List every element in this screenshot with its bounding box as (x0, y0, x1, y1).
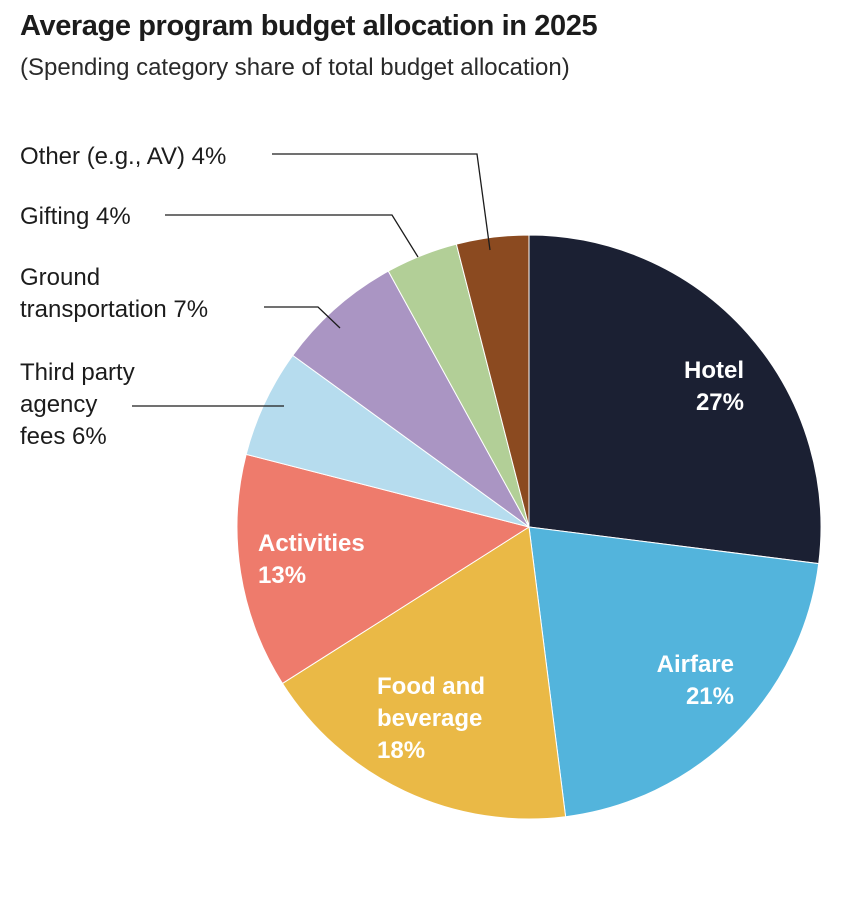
pie-slice-other (455, 234, 530, 528)
leader-line-other (272, 153, 491, 251)
slice-label-hotel: Hotel 27% (684, 357, 744, 416)
slice-label-third-party-agency-fees: Third party agency fees 6% (20, 359, 135, 450)
slice-label-activities: Activities 13% (258, 530, 365, 589)
pie-slice-activities (236, 453, 531, 685)
chart-title: Average program budget allocation in 202… (20, 10, 598, 42)
slice-label-ground-transportation: Ground transportation 7% (20, 264, 208, 323)
leader-line-ground-transportation (264, 306, 341, 329)
slice-label-airfare: Airfare 21% (657, 651, 734, 710)
leader-line-gifting (165, 214, 419, 258)
pie-slice-ground-transportation (292, 270, 530, 528)
slice-label-other: Other (e.g., AV) 4% (20, 143, 226, 170)
pie-slice-food-and-beverage (281, 526, 567, 820)
slice-label-food-and-beverage: Food and beverage 18% (377, 673, 485, 764)
pie-slice-hotel (528, 234, 822, 565)
pie-slice-airfare (528, 526, 820, 818)
chart-subtitle: (Spending category share of total budget… (20, 54, 570, 81)
slice-label-gifting: Gifting 4% (20, 203, 131, 230)
